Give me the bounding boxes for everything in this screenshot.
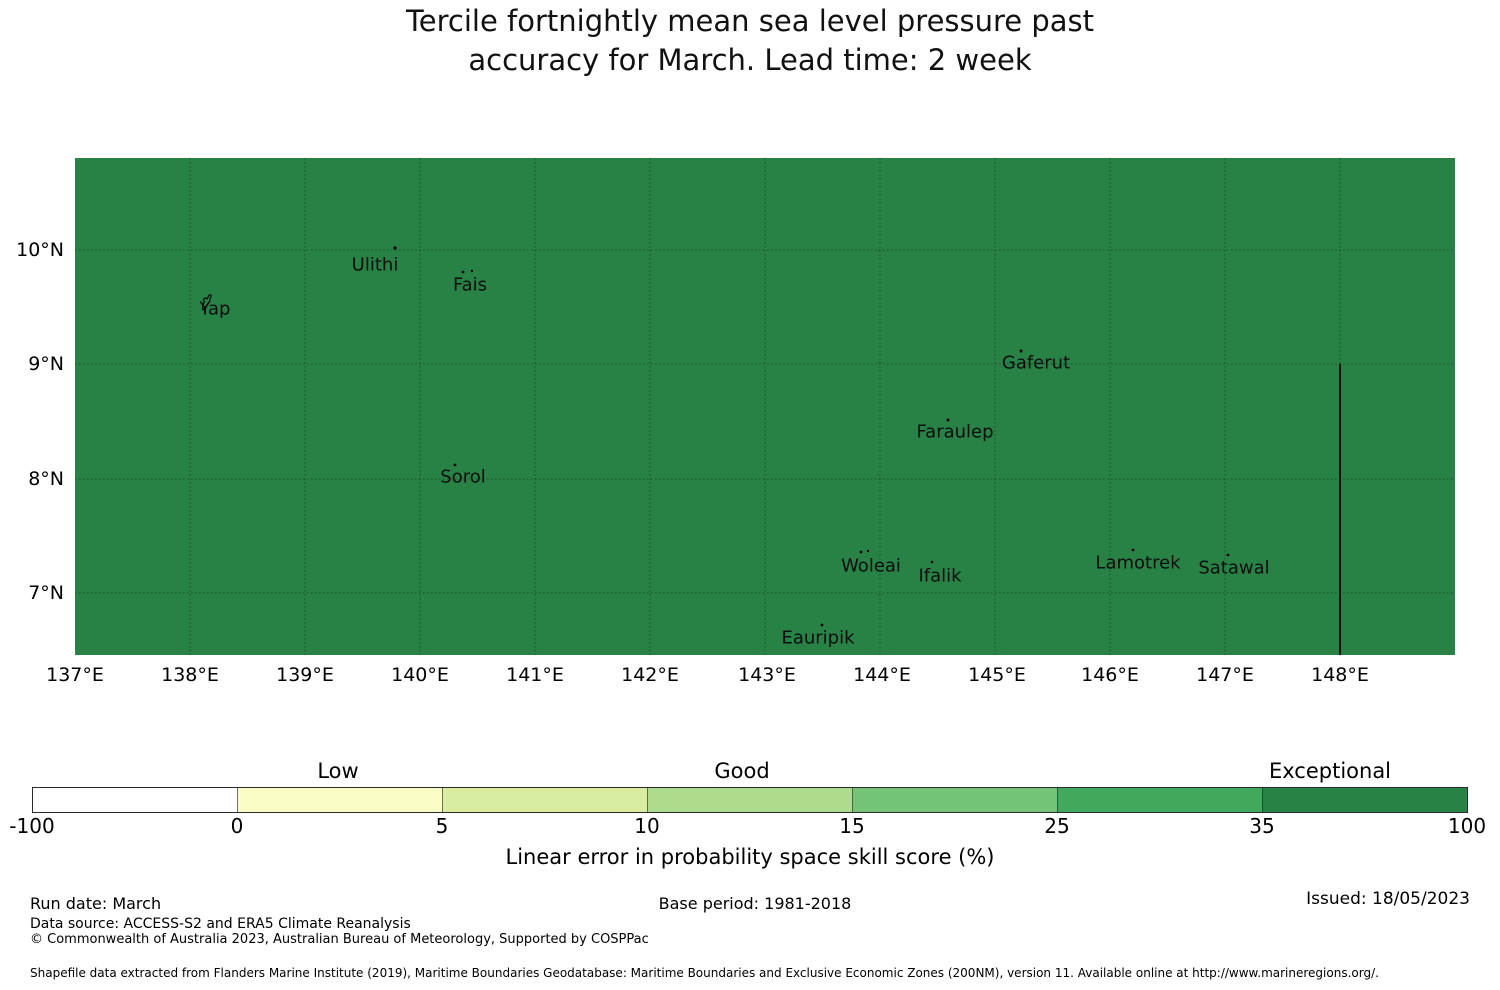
colorbar-tick-25: 25	[1044, 814, 1070, 838]
chart-title-line2: accuracy for March. Lead time: 2 week	[468, 43, 1032, 77]
ulithi-island-marker	[393, 246, 397, 250]
lon-tick-144e: 144°E	[853, 664, 911, 686]
lat-tick-7n: 7°N	[28, 582, 64, 604]
island-label-satawal: Satawal	[1198, 557, 1270, 579]
map-area: Yap Ulithi Fais Sorol Gaferut Faraulep W…	[75, 158, 1455, 655]
data-source-text: Data source: ACCESS-S2 and ERA5 Climate …	[30, 916, 411, 932]
lat-tick-8n: 8°N	[28, 468, 64, 490]
lon-tick-140e: 140°E	[391, 664, 449, 686]
colorbar-tick-35: 35	[1249, 814, 1275, 838]
colorbar-category-exceptional: Exceptional	[1268, 759, 1392, 783]
chart-title: Tercile fortnightly mean sea level press…	[0, 2, 1500, 80]
copyright-text: © Commonwealth of Australia 2023, Austra…	[30, 932, 649, 947]
woleai-island-marker2	[866, 549, 870, 553]
island-label-fais: Fais	[452, 274, 488, 296]
colorbar-segment-5-10	[443, 788, 648, 812]
island-label-sorol: Sorol	[440, 466, 486, 488]
colorbar-axis-label: Linear error in probability space skill …	[505, 845, 995, 869]
colorbar-segment-15-25	[853, 788, 1058, 812]
yap-island-outline	[201, 294, 212, 311]
ifalik-island-marker	[930, 560, 934, 564]
colorbar-category-low: Low	[317, 759, 359, 783]
eauripik-island-marker	[820, 623, 824, 627]
fais-island-marker	[461, 270, 465, 274]
island-label-gaferut: Gaferut	[1001, 352, 1071, 374]
map-overlay-graphics	[75, 158, 1455, 655]
lon-tick-148e: 148°E	[1311, 664, 1369, 686]
lon-tick-141e: 141°E	[506, 664, 564, 686]
lat-tick-9n: 9°N	[28, 353, 64, 375]
colorbar-tick-10: 10	[634, 814, 660, 838]
issued-date-text: Issued: 18/05/2023	[1306, 889, 1470, 909]
lon-tick-147e: 147°E	[1196, 664, 1254, 686]
lamotrek-island-marker	[1131, 548, 1135, 552]
island-label-lamotrek: Lamotrek	[1095, 552, 1181, 574]
colorbar-segment-25-35	[1058, 788, 1263, 812]
lon-tick-138e: 138°E	[161, 664, 219, 686]
lon-tick-145e: 145°E	[968, 664, 1026, 686]
lon-tick-137e: 137°E	[46, 664, 104, 686]
woleai-island-marker	[859, 550, 863, 554]
colorbar-segment-neg100-0	[33, 788, 238, 812]
fais-island-marker2	[470, 269, 474, 273]
colorbar-tick-5: 5	[435, 814, 449, 838]
lon-tick-146e: 146°E	[1081, 664, 1139, 686]
run-date-text: Run date: March	[30, 894, 162, 913]
gaferut-island-marker	[1019, 349, 1023, 353]
island-label-woleai: Woleai	[841, 555, 901, 577]
lat-tick-10n: 10°N	[16, 239, 64, 261]
latitude-gridlines	[75, 249, 1455, 594]
satawal-island-marker	[1226, 553, 1230, 557]
longitude-gridlines	[189, 158, 1341, 655]
island-markers	[393, 246, 1230, 627]
colorbar-tick-0: 0	[230, 814, 244, 838]
colorbar-tick-neg100: -100	[9, 814, 55, 838]
colorbar-category-good: Good	[714, 759, 770, 783]
island-label-ulithi: Ulithi	[351, 254, 399, 276]
colorbar-segment-10-15	[648, 788, 853, 812]
lon-tick-142e: 142°E	[621, 664, 679, 686]
island-label-ifalik: Ifalik	[918, 565, 962, 587]
faraulep-island-marker	[946, 418, 950, 422]
island-label-yap: Yap	[199, 298, 231, 320]
island-label-eauripik: Eauripik	[781, 627, 855, 649]
colorbar-segment-0-5	[238, 788, 443, 812]
sorol-island-marker	[453, 463, 457, 467]
base-period-text: Base period: 1981-2018	[658, 894, 852, 913]
lon-tick-139e: 139°E	[276, 664, 334, 686]
shapefile-attribution-text: Shapefile data extracted from Flanders M…	[30, 966, 1379, 980]
island-label-faraulep: Faraulep	[916, 421, 994, 443]
colorbar	[32, 787, 1468, 813]
colorbar-tick-100: 100	[1447, 814, 1487, 838]
colorbar-segment-35-100	[1263, 788, 1467, 812]
colorbar-tick-15: 15	[839, 814, 865, 838]
lon-tick-143e: 143°E	[738, 664, 796, 686]
chart-title-line1: Tercile fortnightly mean sea level press…	[405, 4, 1095, 38]
